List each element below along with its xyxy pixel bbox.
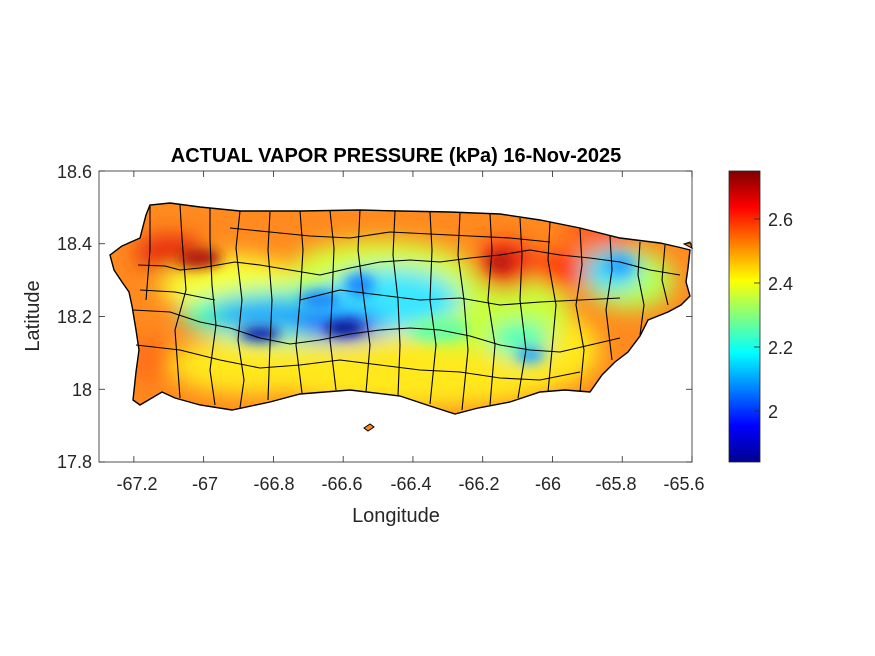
y-tick-marks <box>99 170 692 463</box>
y-tick-label: 18.4 <box>57 234 92 254</box>
x-tick-label: -66.6 <box>321 474 362 494</box>
x-tick-label: -66 <box>535 474 561 494</box>
x-tick-label: -66.4 <box>390 474 431 494</box>
x-tick-label: -65.8 <box>595 474 636 494</box>
municipality-boundaries <box>132 204 681 411</box>
x-tick-labels: -67.2 -67 -66.8 -66.6 -66.4 -66.2 -66 -6… <box>116 474 704 494</box>
colorbar-tick-labels: 2.6 2.4 2.2 2 <box>768 210 793 422</box>
x-tick-label: -67 <box>192 474 218 494</box>
colorbar-tick-label: 2 <box>768 402 778 422</box>
x-axis-label: Longitude <box>352 505 440 527</box>
chart-title: ACTUAL VAPOR PRESSURE (kPa) 16-Nov-2025 <box>171 145 622 167</box>
colorbar <box>728 170 761 463</box>
y-tick-label: 17.8 <box>57 452 92 472</box>
y-axis-label: Latitude <box>22 280 44 351</box>
island-coastline <box>109 202 691 415</box>
x-tick-label: -65.6 <box>663 474 704 494</box>
colorbar-tick-marks <box>754 218 760 412</box>
y-tick-label: 18.2 <box>57 307 92 327</box>
x-tick-label: -66.2 <box>458 474 499 494</box>
colorbar-tick-label: 2.2 <box>768 338 793 358</box>
x-tick-label: -67.2 <box>116 474 157 494</box>
y-tick-label: 18.6 <box>57 162 92 182</box>
colorbar-tick-label: 2.4 <box>768 274 793 294</box>
vapor-pressure-field <box>110 203 690 414</box>
x-tick-label: -66.8 <box>253 474 294 494</box>
y-tick-label: 18 <box>72 380 92 400</box>
colorbar-tick-label: 2.6 <box>768 210 793 230</box>
small-island <box>363 423 375 432</box>
y-tick-labels: 18.6 18.4 18.2 18 17.8 <box>57 162 92 472</box>
x-tick-marks <box>133 171 693 462</box>
